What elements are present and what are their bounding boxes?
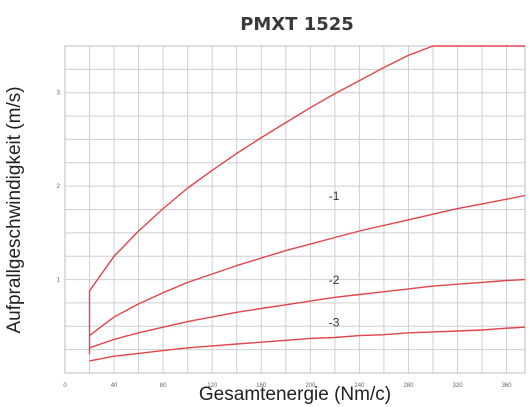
y-tick-label: 3	[57, 91, 61, 97]
chart-title: PMXT 1525	[240, 14, 354, 35]
x-tick-label: 320	[453, 383, 464, 389]
series	[88, 45, 526, 362]
series-line-1	[88, 45, 525, 355]
curve-label-3: -3	[329, 315, 340, 329]
grid	[65, 45, 525, 373]
x-tick-label: 40	[111, 383, 118, 389]
x-axis-title: Gesamtenergie (Nm/c)	[199, 384, 391, 405]
curve-label-1: -1	[329, 189, 340, 203]
y-tick-label: 2	[57, 184, 61, 190]
series-line-4	[89, 326, 526, 362]
x-tick-label: 360	[502, 383, 513, 389]
x-tick-label: 160	[256, 383, 267, 389]
y-tick-label: 1	[57, 278, 61, 284]
series-line-3	[89, 278, 526, 349]
x-tick-label: 80	[160, 383, 167, 389]
series-line-2	[89, 194, 526, 337]
plot-frame	[64, 45, 526, 374]
x-tick-label: 280	[403, 383, 414, 389]
x-tick-label: 200	[305, 383, 316, 389]
curve-labels: -1 -2 -3	[329, 189, 340, 329]
y-axis-title: Aufprallgeschwindigkeit (m/s)	[4, 86, 25, 333]
curve-label-2: -2	[329, 273, 340, 287]
x-tick-label: 240	[354, 383, 365, 389]
x-tick-label: 120	[207, 383, 218, 389]
axis-ticks: 0 40 80 120 160 200 240 280 320 360 1 2 3	[57, 91, 513, 389]
x-tick-label: 0	[63, 383, 67, 389]
